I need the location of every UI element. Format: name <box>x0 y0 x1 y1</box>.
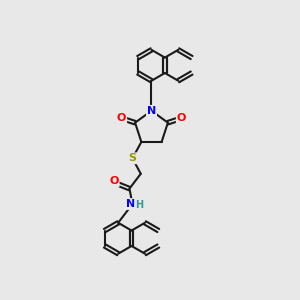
Text: N: N <box>126 199 136 209</box>
Text: S: S <box>128 153 136 163</box>
Text: N: N <box>147 106 156 116</box>
Text: O: O <box>109 176 119 187</box>
Text: O: O <box>117 113 126 123</box>
Text: O: O <box>177 113 186 123</box>
Text: H: H <box>135 200 143 210</box>
